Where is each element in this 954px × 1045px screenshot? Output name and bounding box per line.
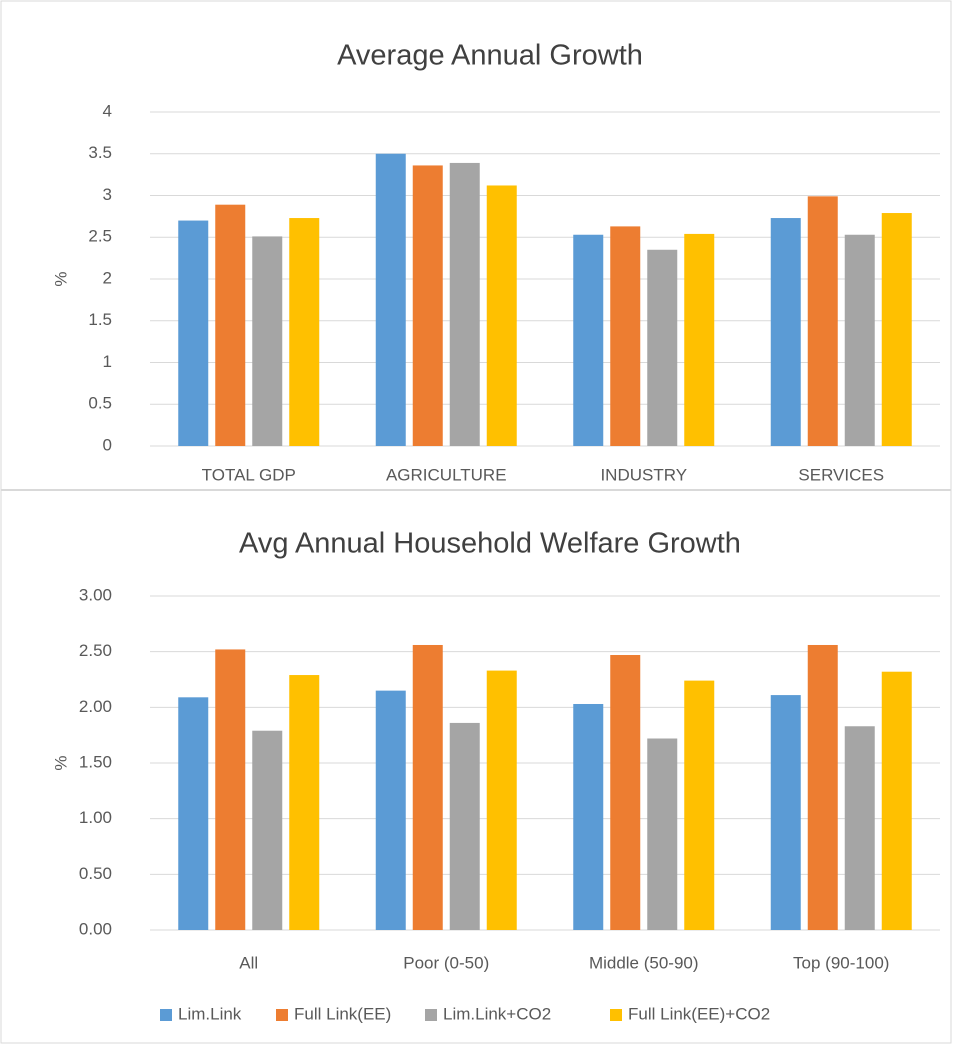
bar	[252, 730, 283, 930]
bar	[573, 703, 604, 930]
bar	[770, 218, 801, 446]
x-tick-label: AGRICULTURE	[386, 465, 507, 484]
bar	[807, 196, 838, 446]
y-tick-label: 1	[103, 352, 112, 371]
bar	[289, 675, 320, 930]
x-tick-label: TOTAL GDP	[202, 465, 296, 484]
bar	[844, 726, 875, 930]
x-tick-label: All	[239, 953, 258, 972]
bar	[252, 236, 283, 446]
x-tick-label: Middle (50-90)	[589, 953, 699, 972]
legend-label: Lim.Link	[178, 1004, 242, 1023]
y-tick-label: 0.5	[88, 394, 112, 413]
y-axis-label: %	[51, 271, 70, 286]
bar	[881, 671, 912, 930]
bar	[647, 249, 678, 446]
y-tick-label: 3	[103, 185, 112, 204]
x-tick-label: SERVICES	[798, 465, 884, 484]
bar	[610, 226, 641, 446]
bar	[215, 649, 246, 930]
legend-swatch	[276, 1009, 288, 1021]
bar	[770, 695, 801, 930]
y-tick-label: 2.00	[79, 697, 112, 716]
bar	[684, 680, 715, 930]
bar	[881, 213, 912, 446]
y-tick-label: 1.5	[88, 310, 112, 329]
legend-swatch	[610, 1009, 622, 1021]
y-tick-label: 3.5	[88, 143, 112, 162]
bar	[486, 185, 517, 447]
bar	[844, 234, 875, 446]
bar	[375, 153, 406, 446]
bar	[449, 722, 480, 930]
bar	[610, 655, 641, 930]
bar	[573, 234, 604, 446]
y-tick-label: 4	[103, 101, 112, 120]
bar	[647, 738, 678, 930]
legend-swatch	[425, 1009, 437, 1021]
x-tick-label: Poor (0-50)	[403, 953, 489, 972]
bar	[412, 165, 443, 446]
y-tick-label: 2.5	[88, 227, 112, 246]
chart-title: Average Annual Growth	[337, 40, 643, 72]
y-tick-label: 3.00	[79, 585, 112, 604]
y-tick-label: 0.50	[79, 864, 112, 883]
bar	[486, 670, 517, 930]
bar	[684, 233, 715, 446]
legend-swatch	[160, 1009, 172, 1021]
bar	[807, 644, 838, 930]
bar	[449, 162, 480, 446]
y-tick-label: 2.50	[79, 641, 112, 660]
bar	[375, 690, 406, 930]
legend-label: Lim.Link+CO2	[443, 1004, 551, 1023]
bar	[178, 220, 209, 446]
y-tick-label: 0	[103, 435, 112, 454]
bar	[412, 644, 443, 930]
legend-label: Full Link(EE)+CO2	[628, 1004, 770, 1023]
y-tick-label: 1.50	[79, 752, 112, 771]
legend-label: Full Link(EE)	[294, 1004, 391, 1023]
x-tick-label: Top (90-100)	[793, 953, 889, 972]
bar	[289, 218, 320, 446]
bar	[178, 697, 209, 930]
x-tick-label: INDUSTRY	[600, 465, 687, 484]
y-tick-label: 1.00	[79, 808, 112, 827]
chart-title: Avg Annual Household Welfare Growth	[239, 528, 741, 560]
y-tick-label: 2	[103, 268, 112, 287]
y-axis-label: %	[51, 755, 70, 770]
bar	[215, 204, 246, 446]
y-tick-label: 0.00	[79, 919, 112, 938]
